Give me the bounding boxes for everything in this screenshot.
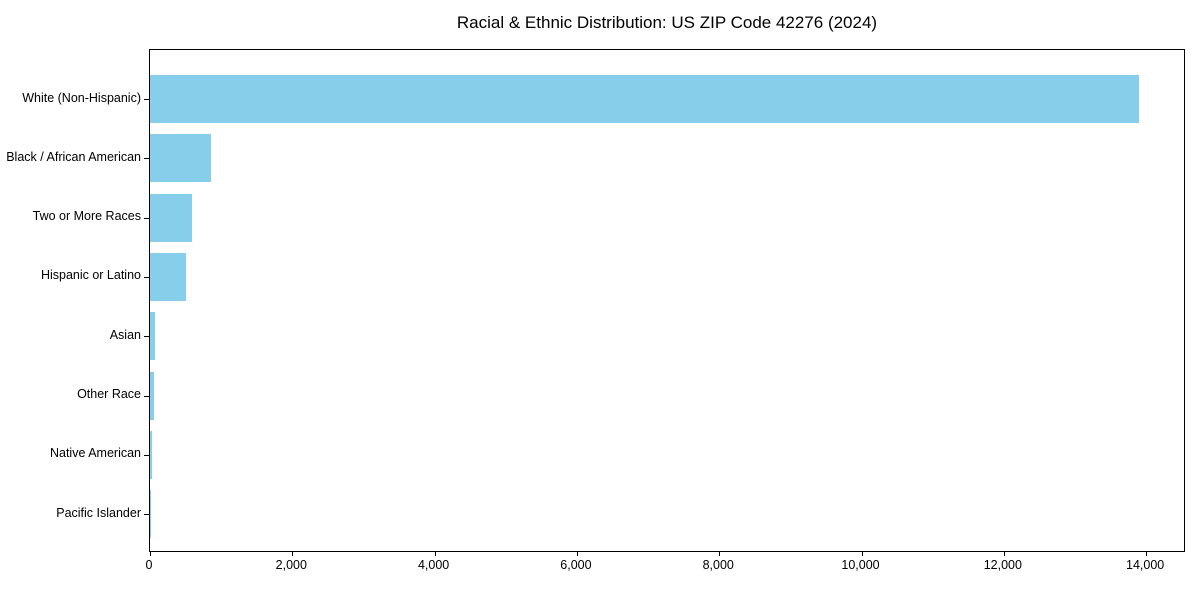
y-tick-mark — [144, 99, 149, 100]
x-tick-label-8-000: 8,000 — [702, 558, 734, 572]
y-tick-label-asian: Asian — [109, 327, 141, 342]
y-tick-mark — [144, 395, 149, 397]
x-tick-label-4-000: 4,000 — [417, 558, 450, 572]
y-tick-label-black-african-american: Black / African American — [6, 149, 141, 164]
y-tick-label-white-non-hispanic: White (Non-Hispanic) — [22, 90, 141, 105]
x-tick-mark — [576, 551, 578, 556]
bar-asian — [150, 312, 155, 361]
x-tick-mark — [719, 551, 721, 556]
y-tick-mark — [144, 336, 149, 338]
x-axis-labels: 0 2,000 4,000 6,000 8,000 10,000 12,000 14,000 — [146, 558, 1185, 578]
x-tick-label-10-000: 10,000 — [841, 558, 880, 572]
x-tick-mark — [1003, 551, 1005, 556]
y-tick-mark — [144, 276, 149, 278]
y-tick-label-pacific-islander: Pacific Islander — [56, 505, 141, 520]
x-tick-mark — [861, 551, 863, 556]
y-tick-mark — [144, 217, 149, 219]
bar-other-race — [150, 371, 154, 420]
x-tick-mark — [1146, 551, 1148, 556]
y-tick-mark — [144, 158, 149, 160]
bar-white-non-hispanic — [150, 75, 1140, 123]
chart-title: Racial & Ethnic Distribution: US ZIP Cod… — [456, 13, 878, 32]
y-tick-label-other-race: Other Race — [77, 387, 141, 402]
y-tick-mark — [144, 514, 149, 516]
bar-native-american — [150, 430, 152, 479]
bar-hispanic-or-latino — [150, 252, 187, 301]
y-axis-labels: White (Non-Hispanic) Black / African Amer… — [0, 0, 141, 600]
bar-black-african-american — [150, 134, 212, 183]
x-tick-mark — [292, 551, 294, 556]
y-tick-label-hispanic-or-latino: Hispanic or Latino — [40, 268, 141, 283]
y-tick-label-native-american: Native American — [49, 446, 141, 461]
y-tick-label-two-or-more-races: Two or More Races — [32, 209, 141, 224]
bar-two-or-more-races — [150, 193, 192, 242]
x-tick-mark — [434, 551, 436, 556]
x-tick-label-14-000: 14,000 — [1126, 558, 1165, 572]
y-tick-mark — [144, 454, 149, 456]
x-tick-label-0: 0 — [145, 558, 153, 572]
x-tick-label-12-000: 12,000 — [983, 558, 1022, 572]
plot-area — [144, 49, 1185, 556]
x-tick-label-6-000: 6,000 — [560, 558, 592, 572]
x-tick-mark — [150, 551, 151, 556]
x-tick-label-2-000: 2,000 — [275, 558, 307, 572]
